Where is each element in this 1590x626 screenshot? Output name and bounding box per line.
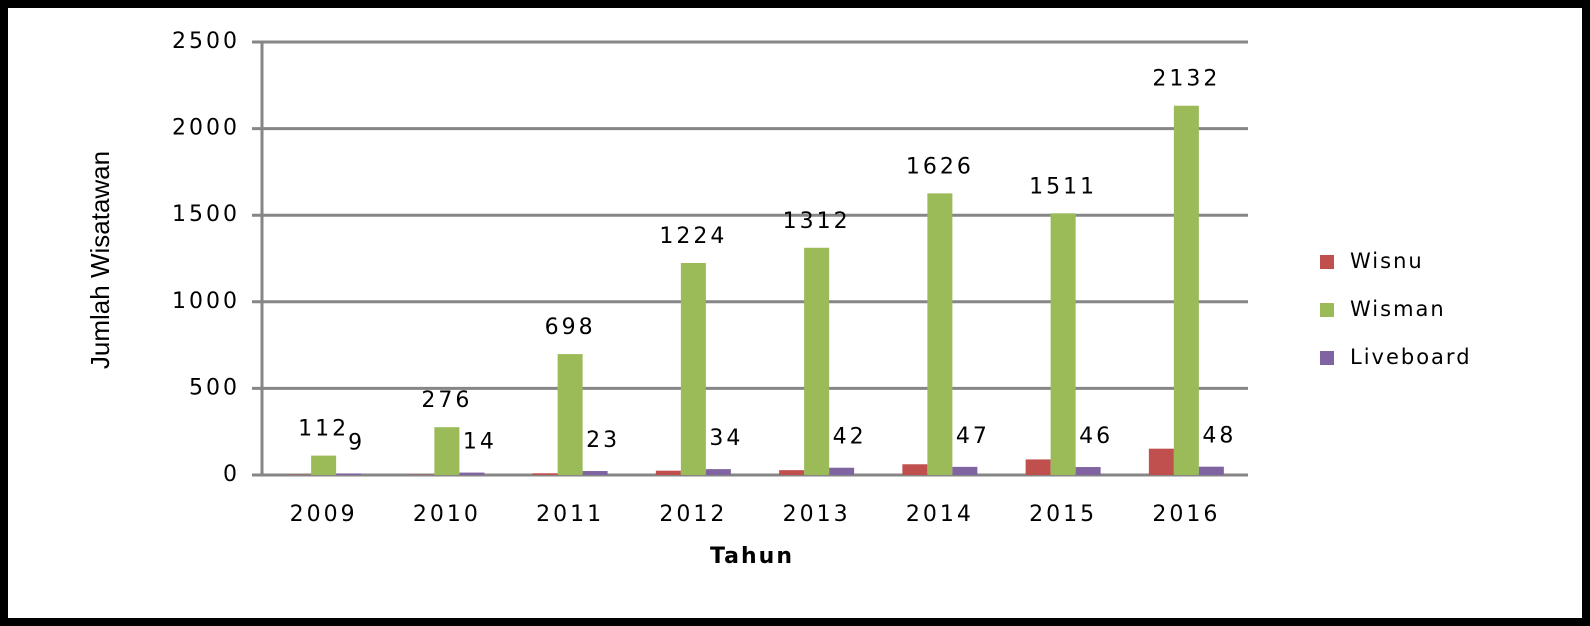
bar [779, 470, 805, 475]
data-label: 23 [586, 428, 620, 453]
bar [532, 473, 558, 475]
data-label: 698 [545, 315, 596, 340]
legend-label: Wisman [1350, 297, 1446, 321]
x-axis-title: Tahun [710, 544, 794, 569]
bar [680, 263, 706, 475]
legend-label: Liveboard [1350, 345, 1472, 369]
bar [705, 469, 731, 475]
x-tick-label: 2016 [1152, 502, 1220, 527]
bar [1075, 467, 1101, 475]
legend-swatch [1320, 255, 1334, 269]
x-tick-label: 2014 [906, 502, 974, 527]
data-label: 47 [956, 424, 990, 449]
x-tick-label: 2011 [536, 502, 604, 527]
bar [952, 466, 978, 475]
legend-swatch [1320, 351, 1334, 365]
data-label: 1626 [906, 154, 974, 179]
data-label: 1312 [783, 209, 851, 234]
data-label: 42 [833, 425, 867, 450]
bar [1198, 466, 1224, 475]
x-tick-label: 2015 [1029, 502, 1097, 527]
data-label: 9 [348, 430, 365, 455]
legend-swatch [1320, 303, 1334, 317]
bar [582, 471, 608, 475]
y-tick-label: 2000 [172, 116, 240, 141]
data-label: 46 [1079, 424, 1113, 449]
y-tick-label: 1500 [172, 202, 240, 227]
bar [336, 473, 362, 475]
legend-label: Wisnu [1350, 249, 1424, 273]
data-label: 112 [298, 417, 349, 442]
y-tick-label: 0 [223, 462, 240, 487]
data-label: 14 [463, 430, 497, 455]
bar [1173, 105, 1199, 475]
data-label: 1224 [659, 224, 727, 249]
bar [1148, 448, 1174, 475]
data-label: 48 [1202, 424, 1236, 449]
y-tick-label: 1000 [172, 289, 240, 314]
bar [1050, 213, 1076, 475]
data-label: 34 [709, 426, 743, 451]
bar [927, 193, 953, 475]
bar [829, 467, 855, 475]
bar [434, 427, 460, 475]
y-tick-label: 500 [189, 375, 240, 400]
data-label: 2132 [1152, 67, 1220, 92]
x-tick-label: 2013 [783, 502, 851, 527]
y-tick-label: 2500 [172, 29, 240, 54]
bar [459, 472, 485, 475]
bar [804, 247, 830, 475]
bar [655, 470, 681, 475]
data-label: 1511 [1029, 174, 1097, 199]
bar [1025, 459, 1051, 475]
x-tick-label: 2009 [290, 502, 358, 527]
bar [902, 464, 928, 475]
x-tick-label: 2012 [659, 502, 727, 527]
y-axis-title: Jumlah Wisatawan [85, 151, 115, 369]
x-tick-label: 2010 [413, 502, 481, 527]
data-label: 276 [421, 388, 472, 413]
bar [311, 455, 337, 475]
bar [557, 354, 583, 475]
